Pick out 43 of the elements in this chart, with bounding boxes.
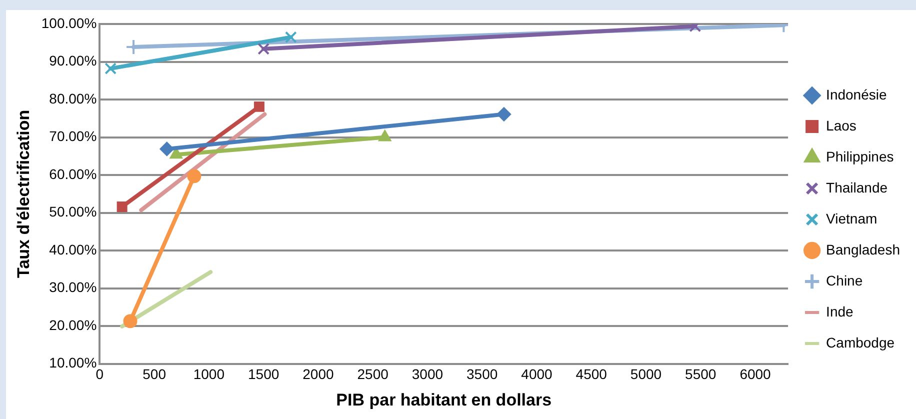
y-tick-label: 100.00% [41, 14, 97, 31]
x-axis-title: PIB par habitant en dollars [336, 390, 552, 410]
legend-label: Laos [826, 117, 856, 134]
x-tick-label: 500 [142, 366, 166, 382]
x-tick-label: 5000 [630, 366, 662, 382]
y-tick-label: 30.00% [49, 279, 97, 296]
legend-label: Thailande [826, 179, 888, 196]
legend-label: Cambodge [826, 334, 895, 350]
y-tick-label: 90.00% [49, 52, 97, 69]
legend-label: Inde [826, 303, 854, 320]
legend-label: Vietnam [826, 210, 878, 226]
y-tick-label: 10.00% [49, 354, 97, 371]
x-tick-label: 1500 [248, 366, 280, 382]
x-tick-label: 2500 [357, 366, 389, 382]
y-axis-title: Taux d'électrification [14, 110, 33, 278]
y-tick-label: 50.00% [49, 204, 97, 220]
y-tick-label: 70.00% [49, 128, 97, 144]
x-tick-label: 1000 [193, 366, 225, 382]
x-tick-label: 3000 [412, 366, 444, 382]
x-tick-label: 4500 [576, 366, 608, 382]
x-tick-label: 2000 [302, 366, 334, 382]
point [160, 142, 174, 156]
y-tick-label: 60.00% [49, 166, 97, 182]
y-tick-label: 40.00% [49, 241, 97, 258]
y-tick-label: 80.00% [49, 90, 97, 106]
legend-label: Philippines [826, 148, 894, 164]
point [116, 201, 128, 212]
point [254, 101, 264, 112]
x-tick-label: 0 [96, 366, 104, 382]
point [284, 31, 297, 44]
point [123, 314, 138, 328]
point [496, 107, 511, 122]
point [187, 169, 202, 184]
x-tick-label: 3500 [466, 366, 498, 382]
point [258, 42, 270, 55]
x-tick-label: 4000 [521, 366, 553, 382]
x-tick-label: 5500 [685, 366, 716, 382]
legend-label: Chine [826, 272, 863, 288]
x-tick-label: 6000 [740, 366, 772, 382]
point [104, 62, 117, 74]
legend-label: Indonésie [826, 86, 887, 102]
legend-label: Bangladesh [826, 241, 900, 258]
y-tick-label: 20.00% [49, 316, 97, 333]
